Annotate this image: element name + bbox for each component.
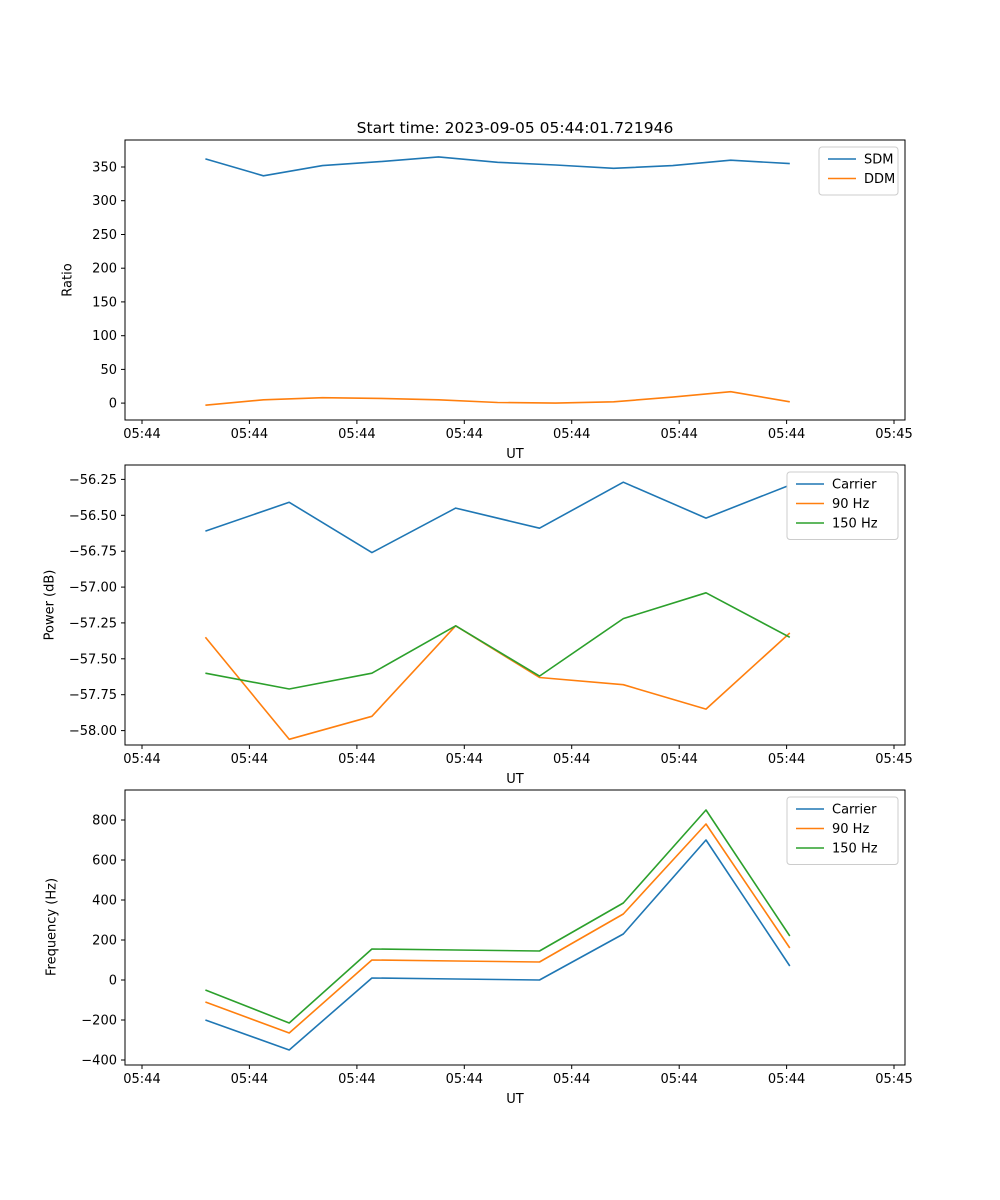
x-tick-label: 05:44 bbox=[446, 427, 483, 442]
x-tick-label: 05:44 bbox=[553, 1072, 590, 1087]
y-tick-label: 0 bbox=[109, 974, 117, 989]
y-tick-label: −400 bbox=[81, 1054, 117, 1069]
xlabel-ut-frequency: UT bbox=[506, 1092, 524, 1107]
y-tick-label: 50 bbox=[100, 363, 117, 378]
y-tick-label: −56.25 bbox=[69, 473, 117, 488]
x-tick-label: 05:44 bbox=[660, 752, 697, 767]
plot-frame bbox=[124, 789, 906, 1066]
y-tick-label: 600 bbox=[92, 854, 117, 869]
y-tick-label: −56.50 bbox=[69, 509, 117, 524]
series-line-90-hz bbox=[204, 624, 791, 741]
y-tick-label: 200 bbox=[92, 934, 117, 949]
series-line-150-hz bbox=[205, 591, 791, 690]
x-tick-label: 05:44 bbox=[338, 752, 375, 767]
x-tick-label: 05:44 bbox=[123, 427, 160, 442]
x-tick-label: 05:44 bbox=[338, 1072, 375, 1087]
x-tick-label: 05:44 bbox=[231, 427, 268, 442]
legend-label-sdm: SDM bbox=[864, 153, 893, 168]
xlabel-ut-ratio: UT bbox=[506, 447, 524, 462]
x-tick-label: 05:44 bbox=[231, 752, 268, 767]
y-tick-label: 350 bbox=[92, 161, 117, 176]
legend: Carrier 90 Hz 150 Hz bbox=[786, 796, 899, 865]
x-tick-label: 05:44 bbox=[446, 752, 483, 767]
legend-label-90-hz: 90 Hz bbox=[832, 822, 869, 837]
y-tick-label: −200 bbox=[81, 1014, 117, 1029]
y-tick-label: 800 bbox=[92, 814, 117, 829]
x-tick-label: 05:44 bbox=[446, 1072, 483, 1087]
series-line-sdm bbox=[205, 156, 790, 177]
y-tick-label: −58.00 bbox=[69, 724, 117, 739]
y-tick-label: −56.75 bbox=[69, 545, 117, 560]
power-chart: 05:44 05:44 05:44 05:44 05:44 05:44 05:44 05:45… bbox=[69, 464, 913, 767]
frequency-chart: 05:44 05:44 05:44 05:44 05:44 05:44 05:44 05:45… bbox=[81, 789, 913, 1087]
legend-label-90-hz: 90 Hz bbox=[832, 497, 869, 512]
legend-label-carrier: Carrier bbox=[832, 478, 877, 493]
y-tick-label: −57.50 bbox=[69, 652, 117, 667]
legend-label-150-hz: 150 Hz bbox=[832, 842, 878, 857]
x-tick-label: 05:44 bbox=[768, 752, 805, 767]
x-tick-label: 05:44 bbox=[338, 427, 375, 442]
x-tick-label: 05:45 bbox=[875, 752, 912, 767]
legend-label-carrier: Carrier bbox=[832, 803, 877, 818]
y-tick-label: 0 bbox=[109, 397, 117, 412]
legend-label-150-hz: 150 Hz bbox=[832, 517, 878, 532]
plot-frame bbox=[124, 139, 906, 421]
chart-title: Start time: 2023-09-05 05:44:01.721946 bbox=[356, 119, 674, 137]
xlabel-ut-power: UT bbox=[506, 772, 524, 787]
x-tick-label: 05:45 bbox=[875, 1072, 912, 1087]
x-tick-label: 05:44 bbox=[123, 752, 160, 767]
x-tick-label: 05:44 bbox=[768, 427, 805, 442]
y-tick-label: 200 bbox=[92, 262, 117, 277]
x-tick-label: 05:45 bbox=[875, 427, 912, 442]
legend: SDM DDM bbox=[818, 146, 899, 196]
x-tick-label: 05:44 bbox=[768, 1072, 805, 1087]
y-tick-label: −57.75 bbox=[69, 688, 117, 703]
x-tick-label: 05:44 bbox=[660, 427, 697, 442]
y-tick-label: −57.25 bbox=[69, 616, 117, 631]
legend-label-ddm: DDM bbox=[864, 172, 895, 187]
y-tick-label: 150 bbox=[92, 295, 117, 310]
y-tick-label: 300 bbox=[92, 194, 117, 209]
y-tick-label: 250 bbox=[92, 228, 117, 243]
series-line-carrier bbox=[205, 481, 791, 554]
x-tick-label: 05:44 bbox=[553, 427, 590, 442]
series-line-90-hz bbox=[205, 823, 791, 1034]
series-line-150-hz bbox=[205, 809, 791, 1024]
x-tick-label: 05:44 bbox=[553, 752, 590, 767]
y-tick-label: 100 bbox=[92, 329, 117, 344]
ratio-chart: 05:44 05:44 05:44 05:44 05:44 05:44 05:44 05:45… bbox=[92, 139, 913, 442]
x-tick-label: 05:44 bbox=[123, 1072, 160, 1087]
y-tick-label: −57.00 bbox=[69, 581, 117, 596]
x-tick-label: 05:44 bbox=[660, 1072, 697, 1087]
series-line-carrier bbox=[205, 839, 791, 1051]
y-tick-label: 400 bbox=[92, 894, 117, 909]
legend: Carrier 90 Hz 150 Hz bbox=[786, 471, 899, 540]
x-tick-label: 05:44 bbox=[231, 1072, 268, 1087]
series-line-ddm bbox=[205, 390, 790, 406]
plot-frame bbox=[124, 464, 906, 746]
